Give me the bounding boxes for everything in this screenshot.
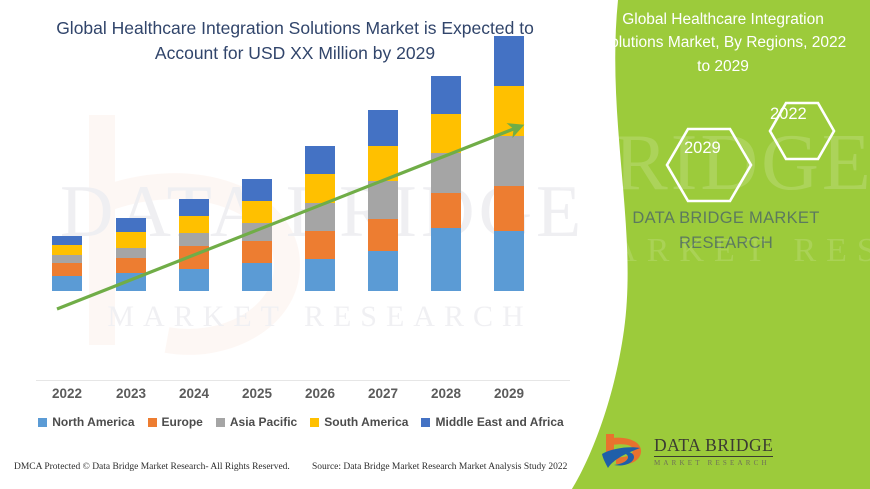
bar-segment-2027-south-america — [368, 146, 398, 181]
x-label-2025: 2025 — [241, 386, 273, 401]
hexagon-group: 2029 2022 — [646, 95, 866, 203]
x-label-2022: 2022 — [51, 386, 83, 401]
chart-legend: North America Europe Asia Pacific South Ame… — [36, 415, 566, 429]
brand-logo: DATA BRIDGE MARKET RESEARCH — [600, 428, 800, 476]
bar-segment-2025-south-america — [242, 201, 272, 223]
bar-segment-2023-north-america — [116, 273, 146, 291]
panel-content: BRIDGE MARKET RESEARCH Global Healthcare… — [558, 0, 870, 489]
bar-segment-2029-middle-east-and-africa — [494, 36, 524, 86]
bar-segment-2025-europe — [242, 241, 272, 263]
panel-brand-text: DATA BRIDGE MARKET RESEARCH — [632, 209, 820, 252]
panel-watermark-research: MARKET RESEARCH — [572, 232, 870, 269]
bar-segment-2024-north-america — [179, 269, 209, 291]
legend-label: South America — [324, 415, 409, 429]
bar-segment-2026-north-america — [305, 259, 335, 291]
bar-segment-2023-europe — [116, 258, 146, 273]
bar-segment-2029-europe — [494, 186, 524, 231]
legend-swatch-icon — [38, 417, 48, 427]
legend-item-south-america[interactable]: South America — [310, 415, 408, 429]
footer-dmca-notice: DMCA Protected © Data Bridge Market Rese… — [14, 462, 290, 472]
footer-source-note: Source: Data Bridge Market Research Mark… — [312, 462, 568, 472]
bar-segment-2024-asia-pacific — [179, 233, 209, 246]
hexagon-2029-shape — [665, 127, 753, 203]
legend-item-middle-east-and-africa[interactable]: Middle East and Africa — [421, 415, 564, 429]
x-label-2026: 2026 — [304, 386, 336, 401]
bar-segment-2028-north-america — [431, 228, 461, 291]
legend-item-europe[interactable]: Europe — [147, 415, 203, 429]
x-label-2029: 2029 — [493, 386, 525, 401]
bar-2024 — [179, 199, 209, 291]
bar-2029 — [494, 36, 524, 291]
footer: DMCA Protected © Data Bridge Market Rese… — [0, 462, 580, 482]
bar-segment-2028-middle-east-and-africa — [431, 76, 461, 114]
bar-segment-2024-europe — [179, 246, 209, 269]
bar-2026 — [305, 146, 335, 291]
legend-swatch-icon — [147, 417, 157, 427]
bar-segment-2029-south-america — [494, 86, 524, 136]
bar-2028 — [431, 76, 461, 291]
x-axis-line — [36, 380, 570, 381]
bar-segment-2022-south-america — [52, 245, 82, 255]
bar-segment-2022-europe — [52, 263, 82, 276]
bar-segment-2022-asia-pacific — [52, 255, 82, 263]
bar-segment-2023-asia-pacific — [116, 248, 146, 258]
bar-segment-2027-north-america — [368, 251, 398, 291]
bar-segment-2027-middle-east-and-africa — [368, 110, 398, 146]
panel-title: Global Healthcare Integration Solutions … — [599, 11, 847, 75]
legend-swatch-icon — [310, 417, 320, 427]
panel-watermark-bridge: BRIDGE — [558, 119, 870, 207]
bar-segment-2026-south-america — [305, 174, 335, 203]
x-label-2028: 2028 — [430, 386, 462, 401]
legend-swatch-icon — [215, 417, 225, 427]
bar-2022 — [52, 236, 82, 291]
bar-segment-2029-asia-pacific — [494, 136, 524, 186]
data-bridge-b-mark — [602, 434, 642, 468]
bar-segment-2028-europe — [431, 193, 461, 228]
logo-main-text: DATA BRIDGE — [654, 436, 774, 458]
bar-segment-2024-middle-east-and-africa — [179, 199, 209, 216]
legend-swatch-icon — [421, 417, 431, 427]
chart-title: Global Healthcare Integration Solutions … — [56, 18, 534, 64]
legend-label: Asia Pacific — [229, 415, 298, 429]
bar-segment-2025-asia-pacific — [242, 223, 272, 241]
hexagon-2022-shape — [768, 101, 836, 161]
x-label-2024: 2024 — [178, 386, 210, 401]
x-label-2023: 2023 — [115, 386, 147, 401]
logo-sub-text: MARKET RESEARCH — [654, 459, 770, 468]
bar-2027 — [368, 110, 398, 291]
bar-segment-2023-south-america — [116, 232, 146, 248]
bar-segment-2026-middle-east-and-africa — [305, 146, 335, 174]
x-axis-labels: 2022 2023 2024 2025 2026 2027 2028 2029 — [0, 386, 580, 408]
bar-segment-2027-asia-pacific — [368, 181, 398, 219]
bar-segment-2026-europe — [305, 231, 335, 259]
legend-label: Europe — [161, 415, 203, 429]
green-side-panel — [566, 0, 870, 489]
bar-segment-2028-south-america — [431, 114, 461, 153]
legend-label: Middle East and Africa — [435, 415, 564, 429]
x-label-2027: 2027 — [367, 386, 399, 401]
legend-item-north-america[interactable]: North America — [38, 415, 135, 429]
bar-segment-2025-north-america — [242, 263, 272, 291]
bar-segment-2028-asia-pacific — [431, 153, 461, 193]
bar-segment-2027-europe — [368, 219, 398, 251]
bar-segment-2023-middle-east-and-africa — [116, 218, 146, 232]
legend-label: North America — [52, 415, 135, 429]
hexagon-2022-label: 2022 — [770, 105, 807, 123]
bar-2025 — [242, 179, 272, 291]
hexagon-2029-label: 2029 — [684, 139, 721, 157]
bar-2023 — [116, 218, 146, 291]
legend-item-asia-pacific[interactable]: Asia Pacific — [215, 415, 298, 429]
bar-segment-2029-north-america — [494, 231, 524, 291]
bar-segment-2024-south-america — [179, 216, 209, 233]
bar-segment-2022-middle-east-and-africa — [52, 236, 82, 245]
bar-segment-2022-north-america — [52, 276, 82, 291]
bar-segment-2026-asia-pacific — [305, 203, 335, 231]
bar-segment-2025-middle-east-and-africa — [242, 179, 272, 201]
